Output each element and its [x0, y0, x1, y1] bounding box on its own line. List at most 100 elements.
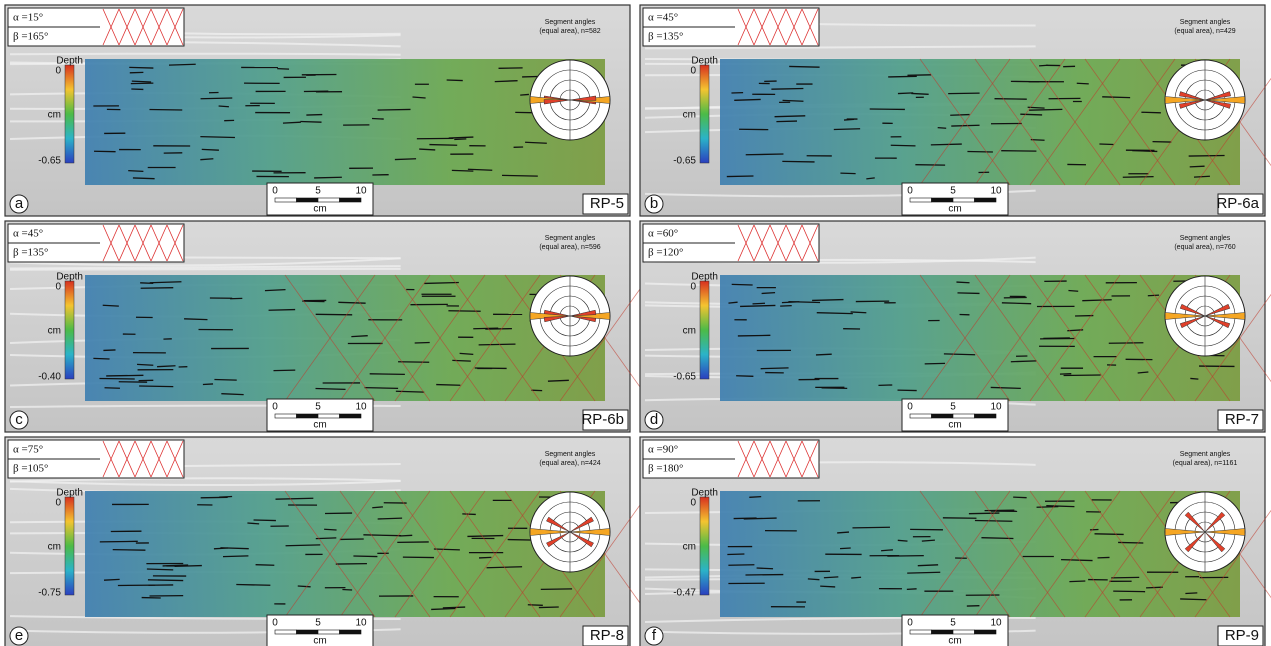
crack — [169, 64, 196, 65]
crack — [140, 283, 153, 284]
colorbar-unit: cm — [683, 326, 696, 337]
crack — [247, 523, 259, 524]
crack — [363, 535, 401, 536]
rose-title: Segment angles — [545, 235, 596, 242]
crack — [727, 176, 754, 177]
scale-unit: cm — [313, 204, 326, 215]
crack — [214, 379, 236, 380]
crack — [219, 106, 229, 107]
crack — [269, 310, 296, 311]
crack — [434, 549, 460, 550]
crack — [454, 139, 466, 140]
colorbar — [65, 65, 74, 163]
crack — [314, 177, 342, 178]
crack — [105, 388, 120, 389]
sand-streak — [10, 269, 401, 270]
colorbar-unit: cm — [48, 326, 61, 337]
crack — [834, 129, 860, 130]
crack — [749, 497, 761, 498]
crack — [783, 100, 804, 101]
scale-tick: 0 — [907, 618, 913, 629]
colorbar-min: -0.65 — [38, 156, 61, 167]
scale-unit: cm — [313, 636, 326, 646]
scale-tick: 5 — [950, 402, 956, 413]
crack — [788, 302, 820, 303]
scale-tick: 5 — [950, 618, 956, 629]
crack — [520, 94, 529, 95]
crack — [951, 125, 979, 126]
colorbar-max: 0 — [690, 498, 696, 509]
colorbar-max: 0 — [690, 282, 696, 293]
crack — [761, 368, 789, 369]
rose-title: Segment angles — [545, 451, 596, 458]
colorbar-unit: cm — [683, 542, 696, 553]
scale-tick: 10 — [355, 186, 367, 197]
crack — [147, 569, 173, 570]
rp-label: RP-5 — [590, 195, 624, 212]
beta-label: β =180° — [648, 463, 683, 475]
scale-segment — [953, 414, 975, 418]
colorbar-min: -0.65 — [673, 156, 696, 167]
crack — [888, 76, 917, 77]
scale-segment — [932, 630, 954, 634]
crack — [782, 161, 814, 162]
crack — [1141, 112, 1161, 113]
crack — [273, 370, 295, 371]
crack — [925, 363, 945, 364]
crack — [851, 312, 867, 313]
colorbar-min: -0.47 — [673, 588, 696, 599]
scale-tick: 0 — [907, 402, 913, 413]
crack — [353, 556, 377, 557]
crack — [1190, 378, 1198, 379]
scale-tick: 0 — [907, 186, 913, 197]
panel: α =45°β =135°Depth0cm-0.40Segment angles… — [5, 221, 650, 432]
crack — [728, 302, 737, 303]
crack — [424, 283, 459, 284]
crack — [1043, 338, 1070, 339]
crack — [254, 520, 276, 521]
crack — [370, 374, 405, 375]
scale-tick: 5 — [315, 618, 321, 629]
scale-segment — [340, 630, 362, 634]
crack — [502, 175, 538, 176]
crack — [911, 93, 928, 94]
crack — [1064, 375, 1101, 376]
depth-map — [85, 59, 605, 185]
scale-segment — [910, 198, 932, 202]
scale-unit: cm — [948, 204, 961, 215]
crack — [133, 178, 155, 179]
scale-segment — [932, 198, 954, 202]
colorbar — [700, 65, 709, 163]
crack — [969, 513, 1000, 514]
rose-subtitle: (equal area), n=760 — [1174, 244, 1235, 251]
scale-segment — [318, 630, 340, 634]
scale-tick: 10 — [990, 402, 1002, 413]
alpha-label: α =90° — [648, 444, 678, 456]
crack — [775, 116, 806, 117]
beta-label: β =165° — [13, 31, 48, 43]
scale-segment — [953, 198, 975, 202]
crack — [817, 313, 853, 314]
crack — [104, 579, 120, 580]
crack — [539, 607, 559, 608]
crack — [808, 579, 820, 580]
crack — [736, 376, 753, 377]
crack — [395, 159, 416, 160]
alpha-label: α =45° — [13, 228, 43, 240]
crack — [137, 364, 153, 365]
crack — [219, 497, 232, 498]
crack — [762, 293, 775, 294]
crack — [956, 282, 969, 283]
crack — [548, 380, 569, 381]
colorbar — [700, 281, 709, 379]
colorbar — [65, 281, 74, 379]
crack — [452, 360, 471, 361]
crack — [300, 122, 321, 123]
crack — [1194, 176, 1210, 177]
crack — [378, 518, 402, 519]
crack — [106, 375, 143, 376]
crack — [907, 589, 917, 590]
crack — [202, 149, 219, 150]
crack — [907, 572, 940, 573]
scale-tick: 5 — [950, 186, 956, 197]
